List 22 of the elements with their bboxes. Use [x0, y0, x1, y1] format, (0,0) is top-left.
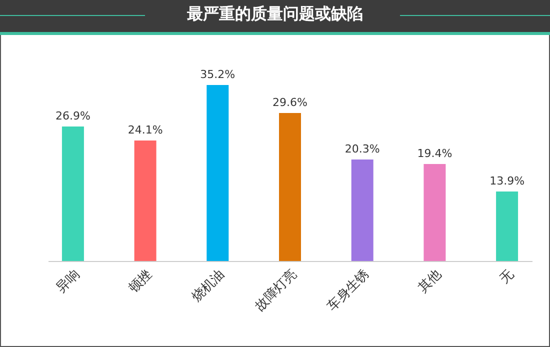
- bar: [279, 113, 301, 261]
- bar: [496, 192, 518, 261]
- bar: [351, 160, 374, 261]
- data-label: 26.9%: [55, 110, 90, 122]
- bar: [206, 85, 229, 261]
- x-tick-label: 车身生锈: [324, 266, 372, 314]
- data-label: 24.1%: [128, 124, 163, 136]
- x-tick-label: 其他: [416, 266, 445, 296]
- bar: [424, 164, 446, 261]
- chart-title: 最严重的质量问题或缺陷: [186, 4, 364, 25]
- data-label: 35.2%: [200, 68, 236, 81]
- data-label: 29.6%: [272, 96, 308, 109]
- data-label: 20.3%: [344, 142, 380, 156]
- bar: [134, 140, 156, 261]
- x-tick-label: 无: [497, 266, 517, 287]
- data-label: 19.4%: [417, 147, 452, 160]
- x-tick-label: 故障灯亮: [252, 266, 300, 314]
- x-tick-label: 顿挫: [126, 266, 156, 296]
- x-tick-label: 烧机油: [189, 266, 228, 305]
- x-tick-label: 异响: [54, 266, 83, 296]
- data-label: 13.9%: [490, 174, 525, 188]
- bar: [62, 126, 84, 261]
